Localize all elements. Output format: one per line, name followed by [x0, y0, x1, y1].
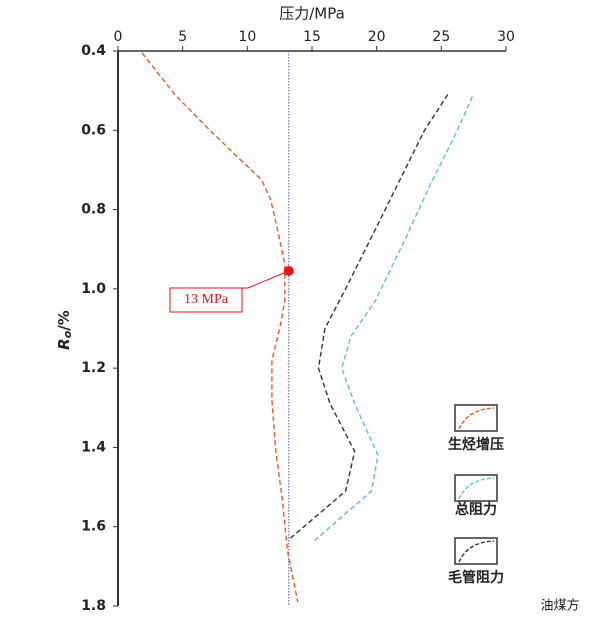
x-tick-label: 30 [497, 29, 515, 45]
legend-swatch [458, 540, 495, 563]
x-tick-label: 15 [303, 29, 321, 45]
x-axis-title: 压力/MPa [279, 5, 345, 23]
x-tick-label: 25 [432, 29, 450, 45]
y-label-sub: o [61, 330, 74, 338]
legend-label: 毛管阻力 [448, 569, 504, 586]
y-tick-label: 0.8 [81, 202, 106, 218]
x-tick-label: 5 [178, 29, 187, 45]
y-tick-label: 1.6 [81, 519, 106, 535]
y-tick-label: 0.6 [81, 122, 106, 138]
legend-label: 生烃增压 [448, 436, 504, 453]
legend-box [454, 537, 498, 565]
annotation-leader [240, 270, 289, 289]
legend-swatch [458, 477, 495, 500]
annotation-label: 13 MPa [184, 292, 229, 307]
legend-box [454, 474, 498, 502]
series-line [314, 96, 474, 542]
annotation-box [169, 287, 243, 313]
legend-label: 总阻力 [455, 501, 497, 518]
y-tick-label: 1.8 [81, 598, 106, 614]
x-tick-label: 0 [114, 29, 123, 45]
legend-swatch [458, 407, 495, 430]
x-tick-label: 10 [238, 29, 256, 45]
y-tick-label: 1.0 [81, 281, 106, 297]
watermark: 油煤方 [540, 598, 579, 614]
y-axis-title: Ro/% [55, 310, 75, 350]
y-label-unit: /% [55, 310, 73, 331]
y-tick-label: 1.4 [81, 439, 106, 455]
x-tick-label: 20 [368, 29, 386, 45]
y-label-main: R [55, 338, 73, 350]
marker-point [283, 266, 294, 277]
series-line [141, 52, 299, 603]
series-line [289, 94, 449, 540]
y-tick-label: 1.2 [81, 360, 106, 376]
y-tick-label: 0.4 [81, 43, 106, 59]
legend-box [454, 404, 498, 432]
